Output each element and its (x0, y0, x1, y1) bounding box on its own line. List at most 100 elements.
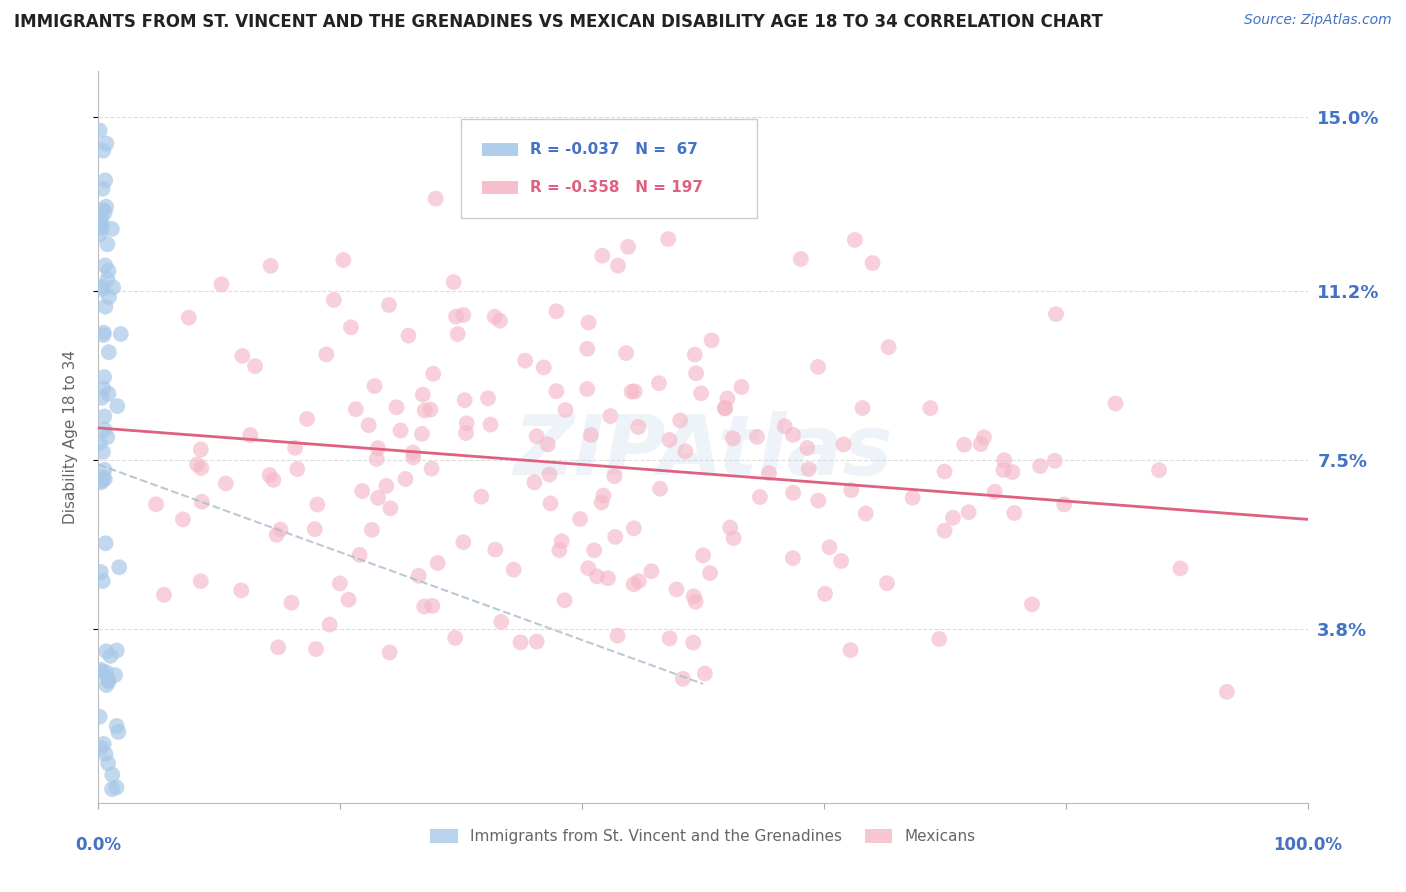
Point (94, 173, 117, 187)
Point (93, 423, 115, 437)
Point (329, 576, 352, 591)
Point (101, 280, 124, 294)
Point (96, 665, 118, 680)
Point (93, 328, 115, 343)
FancyBboxPatch shape (461, 119, 758, 218)
Point (591, 495, 613, 509)
Point (97, 345, 120, 359)
Point (920, 401, 942, 416)
Point (419, 402, 441, 417)
Point (453, 308, 475, 322)
Point (623, 577, 645, 591)
Point (523, 475, 546, 490)
Point (818, 541, 841, 555)
Point (94, 536, 117, 550)
Point (98, 290, 121, 304)
Point (830, 554, 852, 568)
Point (215, 476, 238, 491)
Point (398, 328, 420, 343)
Point (420, 599, 443, 613)
Point (1001, 465, 1024, 479)
Point (91, 182, 114, 196)
Point (658, 433, 681, 447)
Text: 100.0%: 100.0% (1272, 836, 1343, 854)
Point (606, 629, 628, 643)
Point (509, 635, 531, 649)
Point (591, 249, 613, 263)
Point (934, 524, 956, 538)
Point (586, 569, 609, 583)
Point (412, 387, 434, 401)
Text: R = -0.037   N =  67: R = -0.037 N = 67 (530, 143, 697, 157)
Point (470, 490, 492, 504)
Point (332, 253, 354, 268)
Point (579, 428, 602, 442)
Point (211, 277, 233, 292)
Point (484, 310, 506, 324)
Point (700, 334, 723, 348)
Point (89, 227, 111, 242)
Point (304, 522, 326, 536)
Point (90, 663, 112, 677)
Point (411, 426, 433, 441)
Point (91, 665, 114, 679)
Point (546, 384, 568, 399)
Point (259, 259, 281, 273)
Point (682, 589, 704, 603)
Point (578, 316, 600, 330)
Point (96, 200, 118, 214)
Point (89, 436, 111, 450)
Point (693, 666, 716, 681)
Point (104, 668, 127, 682)
Point (617, 240, 640, 254)
Point (425, 192, 447, 206)
Point (394, 472, 416, 486)
Point (360, 523, 382, 537)
Point (97, 264, 120, 278)
Point (93, 409, 115, 424)
Point (145, 497, 167, 511)
Point (90, 474, 112, 488)
Point (422, 367, 444, 381)
Point (239, 428, 262, 442)
Point (91, 282, 114, 296)
Point (484, 542, 506, 557)
Point (928, 632, 950, 646)
Text: Source: ZipAtlas.com: Source: ZipAtlas.com (1244, 13, 1392, 28)
Point (90, 218, 112, 232)
Point (721, 431, 744, 445)
Point (832, 437, 855, 451)
Point (479, 417, 502, 432)
Point (599, 409, 621, 424)
Point (105, 399, 128, 413)
Point (89, 710, 111, 724)
Point (190, 442, 212, 457)
Text: IMMIGRANTS FROM ST. VINCENT AND THE GRENADINES VS MEXICAN DISABILITY AGE 18 TO 3: IMMIGRANTS FROM ST. VINCENT AND THE GREN… (14, 13, 1102, 31)
Point (190, 461, 212, 475)
Point (489, 314, 512, 328)
Point (266, 528, 288, 542)
Point (100, 648, 122, 663)
Point (548, 543, 571, 558)
Point (89, 123, 111, 137)
Point (105, 780, 128, 795)
Point (93, 326, 115, 340)
Point (307, 498, 329, 512)
Point (243, 359, 266, 373)
Point (408, 568, 430, 582)
Point (337, 592, 360, 607)
Point (957, 505, 980, 519)
Point (262, 473, 284, 487)
Point (280, 596, 302, 610)
Point (367, 491, 389, 505)
Point (569, 512, 592, 526)
Point (231, 583, 253, 598)
Point (94, 205, 117, 219)
Point (796, 441, 818, 455)
Point (692, 549, 714, 563)
Point (970, 437, 993, 451)
Point (96, 136, 118, 151)
Point (357, 418, 380, 433)
Point (90, 565, 112, 579)
Point (90, 391, 112, 405)
